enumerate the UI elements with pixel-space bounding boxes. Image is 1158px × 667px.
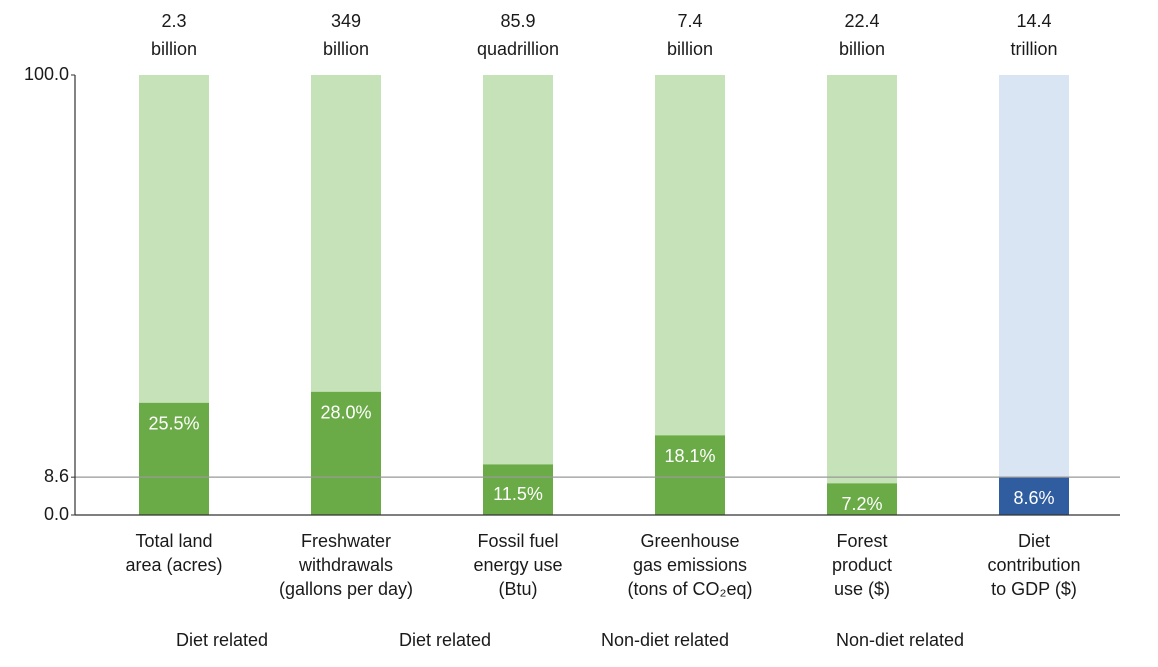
x-tick-label: withdrawals — [298, 555, 393, 575]
total-label: billion — [323, 39, 369, 59]
x-tick-label: use ($) — [834, 579, 890, 599]
x-tick-label: (tons of CO₂eq) — [627, 579, 752, 599]
x-tick-label: to GDP ($) — [991, 579, 1077, 599]
bar — [999, 477, 1069, 515]
x-tick-label: gas emissions — [633, 555, 747, 575]
value-label: 18.1% — [664, 446, 715, 466]
bar-background — [311, 75, 381, 392]
x-tick-label: Freshwater — [301, 531, 391, 551]
bar — [483, 464, 553, 515]
total-label: 85.9 — [500, 11, 535, 31]
x-tick-label: product — [832, 555, 892, 575]
x-tick-label: contribution — [987, 555, 1080, 575]
group-label: Diet related — [176, 630, 268, 650]
total-label: billion — [667, 39, 713, 59]
group-label: Non-diet related — [601, 630, 729, 650]
value-label: 11.5% — [493, 484, 543, 504]
y-tick-label: 8.6 — [44, 466, 69, 486]
group-label: Non-diet related — [836, 630, 964, 650]
value-label: 8.6% — [1013, 488, 1054, 508]
x-tick-label: Greenhouse — [640, 531, 739, 551]
x-tick-label: (Btu) — [498, 579, 537, 599]
x-tick-label: Fossil fuel — [477, 531, 558, 551]
bar — [139, 402, 209, 515]
total-label: 2.3 — [161, 11, 186, 31]
bar-background — [139, 75, 209, 403]
total-label: 22.4 — [844, 11, 879, 31]
value-label: 28.0% — [320, 403, 371, 423]
total-label: 14.4 — [1016, 11, 1051, 31]
bar-background — [999, 75, 1069, 478]
x-tick-label: energy use — [473, 555, 562, 575]
x-tick-label: Total land — [135, 531, 212, 551]
total-label: billion — [839, 39, 885, 59]
total-label: trillion — [1010, 39, 1057, 59]
x-tick-label: Forest — [836, 531, 887, 551]
value-label: 7.2% — [841, 494, 882, 514]
y-tick-label: 100.0 — [24, 64, 69, 84]
bar-background — [655, 75, 725, 436]
total-label: billion — [151, 39, 197, 59]
group-label: Diet related — [399, 630, 491, 650]
x-tick-label: Diet — [1018, 531, 1050, 551]
x-tick-label: (gallons per day) — [279, 579, 413, 599]
total-label: 7.4 — [677, 11, 702, 31]
bar-background — [483, 75, 553, 465]
total-label: 349 — [331, 11, 361, 31]
bar — [311, 391, 381, 515]
bar — [827, 483, 897, 515]
bar — [655, 435, 725, 515]
bar-background — [827, 75, 897, 484]
total-label: quadrillion — [477, 39, 559, 59]
y-tick-label: 0.0 — [44, 504, 69, 524]
value-label: 25.5% — [148, 414, 199, 434]
x-tick-label: area (acres) — [125, 555, 222, 575]
